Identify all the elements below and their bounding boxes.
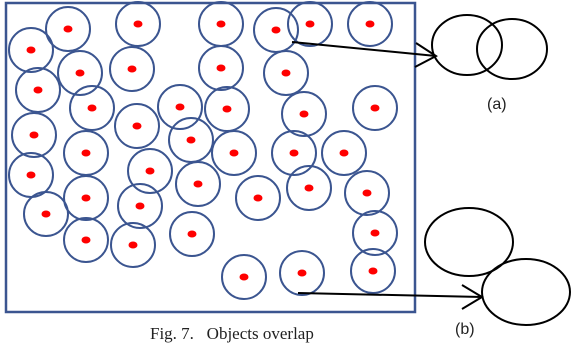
arrow-a-line xyxy=(291,41,437,57)
object-center-dot xyxy=(370,104,380,112)
object-circle xyxy=(115,1,161,47)
object-circle xyxy=(15,67,61,113)
inset-b-circle-top xyxy=(424,207,514,277)
object-center-dot xyxy=(281,69,291,77)
object-circle xyxy=(286,165,332,211)
inset-b-circle-bottom xyxy=(481,258,571,326)
inset-a-circle-left xyxy=(431,14,503,76)
object-circle xyxy=(63,217,109,263)
object-center-dot xyxy=(63,25,73,33)
object-center-dot xyxy=(132,122,142,130)
object-circle xyxy=(352,85,398,131)
inset-a-circle-right xyxy=(476,18,548,80)
object-circle xyxy=(271,130,317,176)
figure-caption: Fig. 7. Objects overlap xyxy=(150,324,314,343)
object-circle xyxy=(253,7,299,53)
object-center-dot xyxy=(128,241,138,249)
object-center-dot xyxy=(239,273,249,281)
object-center-dot xyxy=(145,167,155,175)
object-circle xyxy=(279,250,325,296)
object-circle xyxy=(287,1,333,47)
label-b: (b) xyxy=(455,321,475,338)
object-circle xyxy=(347,1,393,47)
object-center-dot xyxy=(271,26,281,34)
object-circle xyxy=(211,130,257,176)
object-circle xyxy=(11,112,57,158)
object-center-dot xyxy=(81,194,91,202)
arrows-group xyxy=(291,41,484,310)
inset-group xyxy=(424,14,571,326)
object-center-dot xyxy=(127,65,137,73)
object-circle xyxy=(281,91,327,137)
object-circle xyxy=(23,191,69,237)
object-center-dot xyxy=(299,110,309,118)
object-center-dot xyxy=(216,64,226,72)
object-circle xyxy=(175,161,221,207)
object-center-dot xyxy=(26,171,36,179)
object-circle xyxy=(109,46,155,92)
object-center-dot xyxy=(133,20,143,28)
object-center-dot xyxy=(81,149,91,157)
object-circle xyxy=(352,210,398,256)
object-center-dot xyxy=(339,149,349,157)
object-center-dot xyxy=(253,194,263,202)
object-circle xyxy=(221,254,267,300)
object-circle xyxy=(204,86,250,132)
object-center-dot xyxy=(370,229,380,237)
object-center-dot xyxy=(222,105,232,113)
object-circle xyxy=(8,27,54,73)
object-circle xyxy=(45,6,91,52)
object-circle xyxy=(117,183,163,229)
object-center-dot xyxy=(29,131,39,139)
object-circle xyxy=(169,211,215,257)
object-center-dot xyxy=(368,267,378,275)
object-circle xyxy=(321,130,367,176)
object-circle xyxy=(344,170,390,216)
object-circle xyxy=(263,50,309,96)
object-center-dot xyxy=(75,69,85,77)
object-center-dot xyxy=(305,20,315,28)
object-center-dot xyxy=(365,20,375,28)
object-circle xyxy=(57,50,103,96)
object-center-dot xyxy=(33,86,43,94)
object-center-dot xyxy=(135,202,145,210)
object-circle xyxy=(235,175,281,221)
objects-group xyxy=(8,1,398,300)
object-circle xyxy=(157,84,203,130)
object-center-dot xyxy=(304,184,314,192)
object-center-dot xyxy=(362,189,372,197)
object-center-dot xyxy=(87,104,97,112)
object-circle xyxy=(110,222,156,268)
frame-border xyxy=(4,1,417,314)
object-center-dot xyxy=(175,103,185,111)
label-a: (a) xyxy=(487,96,507,113)
object-center-dot xyxy=(187,230,197,238)
object-center-dot xyxy=(216,20,226,28)
object-center-dot xyxy=(289,149,299,157)
object-center-dot xyxy=(297,269,307,277)
arrow-b-line xyxy=(297,292,483,298)
object-circle xyxy=(127,148,173,194)
object-center-dot xyxy=(193,180,203,188)
object-circle xyxy=(63,175,109,221)
object-circle xyxy=(350,248,396,294)
object-circle xyxy=(114,103,160,149)
object-center-dot xyxy=(81,236,91,244)
object-center-dot xyxy=(41,210,51,218)
object-center-dot xyxy=(229,149,239,157)
object-circle xyxy=(168,117,214,163)
object-circle xyxy=(69,85,115,131)
object-center-dot xyxy=(26,46,36,54)
object-circle xyxy=(198,45,244,91)
object-center-dot xyxy=(186,136,196,144)
arrow-a-head xyxy=(414,42,438,68)
